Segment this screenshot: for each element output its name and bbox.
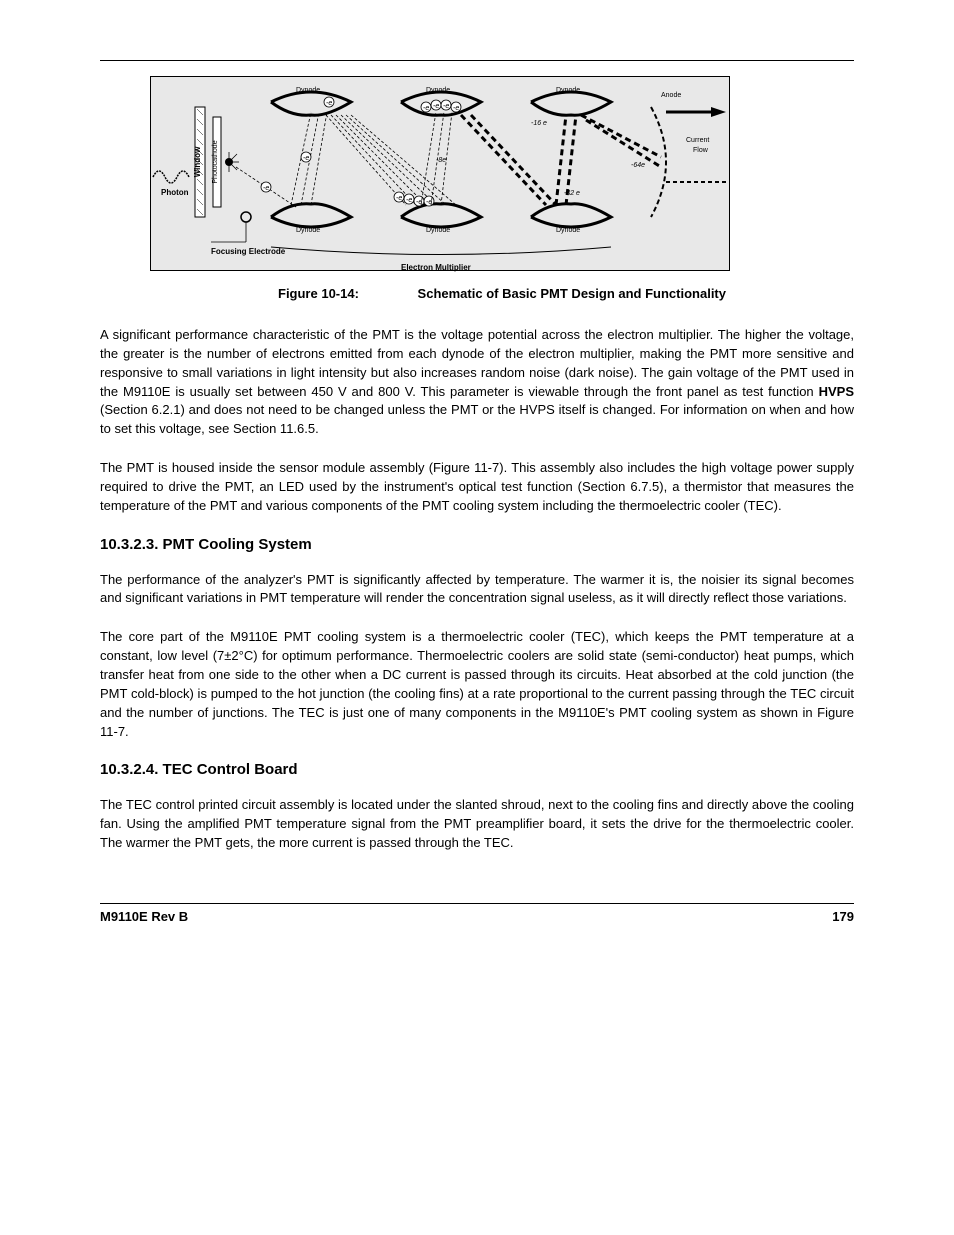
photon-label: Photon [161, 188, 189, 197]
svg-text:-e: -e [453, 105, 459, 112]
footer-page-number: 179 [832, 909, 854, 924]
current-flow-label: Current [686, 137, 709, 144]
svg-text:-64e: -64e [631, 162, 645, 169]
footer-rule [100, 903, 854, 904]
svg-text:-e: -e [433, 103, 439, 110]
svg-text:-e: -e [396, 195, 402, 202]
paragraph-5: The TEC control printed circuit assembly… [100, 796, 854, 853]
section-heading-tec: 10.3.2.4. TEC Control Board [100, 761, 854, 778]
p1-part1: A significant performance characteristic… [100, 327, 854, 399]
photocathode-label: Photocathode [212, 140, 219, 183]
svg-text:-e: -e [326, 100, 332, 107]
svg-text:-16 e: -16 e [531, 120, 547, 127]
figure-caption-text: Schematic of Basic PMT Design and Functi… [418, 286, 726, 301]
dynode-label-6: Dynode [556, 227, 580, 234]
focusing-electrode-label: Focusing Electrode [211, 247, 286, 256]
section-heading-cooling: 10.3.2.3. PMT Cooling System [100, 536, 854, 553]
footer-content: M9110E Rev B 179 [100, 909, 854, 924]
current-flow-label-2: Flow [693, 147, 709, 154]
dynode-label-2: Dynode [426, 87, 450, 94]
figure-container: Photon Window Photocathode [150, 76, 854, 301]
header-rule [100, 60, 854, 61]
svg-text:-e: -e [423, 105, 429, 112]
electron-multiplier-label: Electron Multiplier [401, 263, 471, 272]
p1-part2: (Section 6.2.1) and does not need to be … [100, 402, 854, 436]
footer-doc-id: M9110E Rev B [100, 909, 188, 924]
dynode-label-1: Dynode [296, 87, 320, 94]
page-footer: M9110E Rev B 179 [100, 903, 854, 924]
dynode-label-4: Dynode [296, 227, 320, 234]
anode-label: Anode [661, 92, 681, 99]
paragraph-1: A significant performance characteristic… [100, 326, 854, 439]
svg-text:-e: -e [406, 197, 412, 204]
dynode-label-5: Dynode [426, 227, 450, 234]
svg-text:-e: -e [303, 155, 309, 162]
paragraph-4: The core part of the M9110E PMT cooling … [100, 628, 854, 741]
window-label: Window [193, 146, 202, 177]
svg-text:-e: -e [443, 103, 449, 110]
figure-caption: Figure 10-14: Schematic of Basic PMT Des… [150, 286, 854, 301]
paragraph-2: The PMT is housed inside the sensor modu… [100, 459, 854, 516]
svg-text:-8e: -8e [436, 157, 446, 164]
p1-bold: HVPS [819, 384, 854, 399]
svg-text:-e: -e [263, 185, 269, 192]
svg-text:-32 e: -32 e [564, 190, 580, 197]
figure-caption-label: Figure 10-14: [278, 286, 359, 301]
pmt-schematic-figure: Photon Window Photocathode [150, 76, 730, 271]
paragraph-3: The performance of the analyzer's PMT is… [100, 571, 854, 609]
dynode-label-3: Dynode [556, 87, 580, 94]
